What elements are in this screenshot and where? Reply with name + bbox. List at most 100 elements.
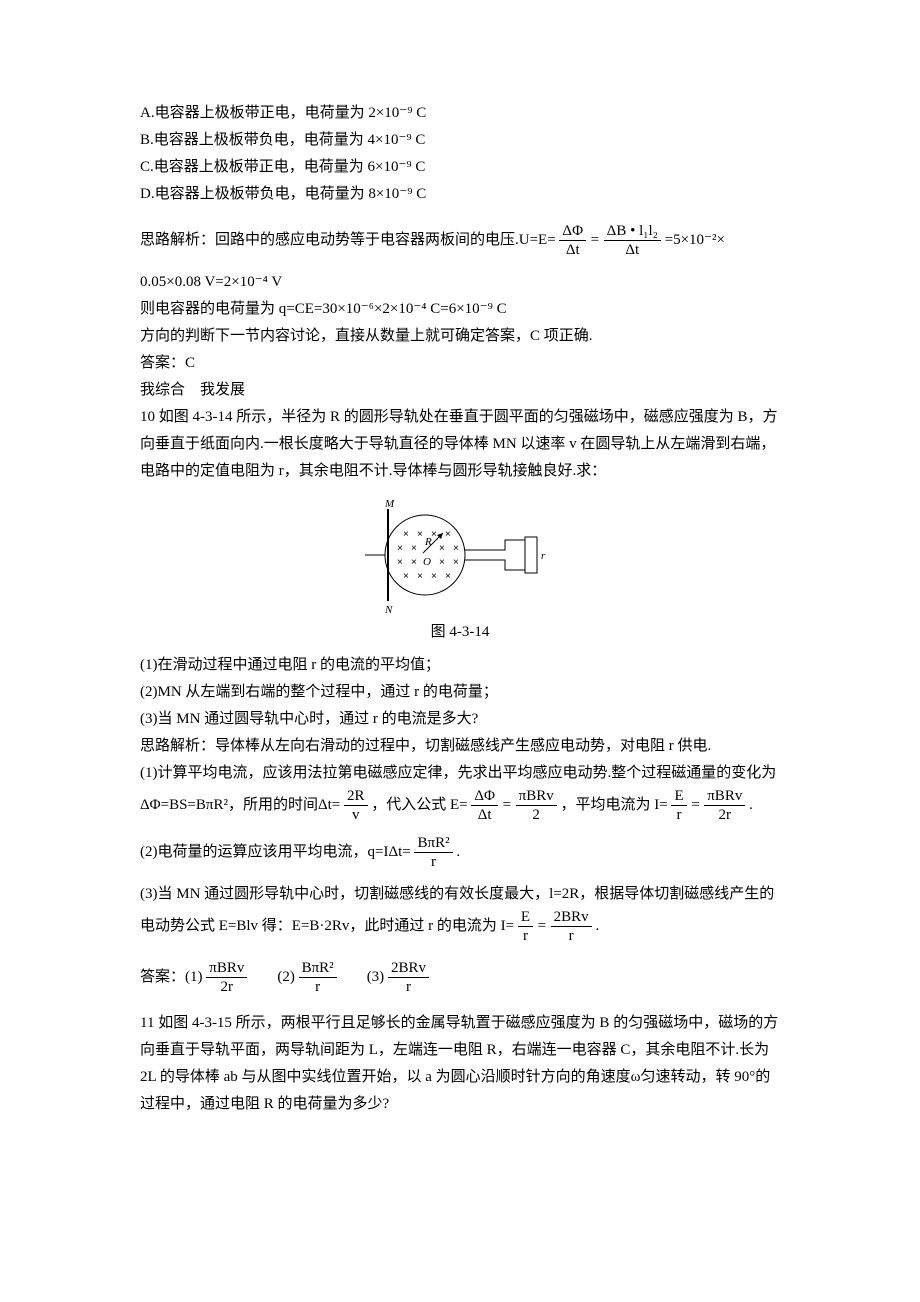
frac-i2: πBRv 2r — [704, 787, 745, 824]
option-a: A.电容器上极板带正电，电荷量为 2×10⁻⁹ C — [140, 100, 780, 127]
ans-block-1: 答案：(1) πBRv 2r — [140, 959, 247, 996]
svg-text:×: × — [431, 529, 437, 540]
frac-e1: ΔΦ Δt — [471, 787, 498, 824]
frac-ans1: πBRv 2r — [206, 959, 247, 996]
frac-e2: πBRv 2 — [516, 787, 557, 824]
frac-num: 2BRv — [388, 959, 429, 978]
frac-num: 2BRv — [551, 908, 592, 927]
svg-text:×: × — [439, 557, 445, 568]
frac-num: πBRv — [704, 787, 745, 806]
answer-c: 答案：C — [140, 350, 780, 377]
frac-den: 2r — [704, 806, 745, 824]
period-2: . — [456, 844, 460, 860]
period-3: . — [595, 918, 599, 934]
frac-den: Δt — [559, 241, 586, 259]
frac-p3-i2: 2BRv r — [551, 908, 592, 945]
svg-text:×: × — [411, 557, 417, 568]
frac-num: πBRv — [516, 787, 557, 806]
q10-sol-p2: (2)电荷量的运算应该用平均电流，q=IΔt= BπR² r . — [140, 834, 780, 871]
equals-3: = — [690, 797, 704, 813]
svg-text:×: × — [403, 529, 409, 540]
svg-text:×: × — [453, 557, 459, 568]
svg-text:×: × — [397, 557, 403, 568]
frac-q: BπR² r — [414, 834, 452, 871]
q10-sub2: (2)MN 从左端到右端的整个过程中，通过 r 的电荷量； — [140, 679, 780, 706]
calc-line-2: 则电容器的电荷量为 q=CE=30×10⁻⁶×2×10⁻⁴ C=6×10⁻⁹ C — [140, 296, 780, 323]
frac-2r-v: 2R v — [344, 787, 368, 824]
q10-sub3: (3)当 MN 通过圆导轨中心时，通过 r 的电流是多大? — [140, 706, 780, 733]
svg-text:×: × — [453, 543, 459, 554]
svg-text:O: O — [423, 556, 431, 568]
svg-text:×: × — [417, 529, 423, 540]
frac-i1: E r — [671, 787, 686, 824]
svg-text:r: r — [541, 550, 546, 562]
option-c: C.电容器上极板带正电，电荷量为 6×10⁻⁹ C — [140, 154, 780, 181]
frac-den: r — [299, 978, 337, 996]
q10-sol-p1b: ，代入公式 E= — [371, 797, 467, 813]
q10-sol-p1: (1)计算平均电流，应该用法拉第电磁感应定律，先求出平均感应电动势.整个过程磁通… — [140, 760, 780, 824]
svg-text:N: N — [384, 604, 393, 615]
svg-text:×: × — [439, 543, 445, 554]
q11-text: 11 如图 4-3-15 所示，两根平行且足够长的金属导轨置于磁感应强度为 B … — [140, 1010, 780, 1118]
period-1: . — [749, 797, 753, 813]
q10-sol-lead: 思路解析：导体棒从左向右滑动的过程中，切割磁感线产生感应电动势，对电阻 r 供电… — [140, 733, 780, 760]
frac-den: r — [551, 927, 592, 945]
frac-den: r — [671, 806, 686, 824]
ans2-label: (2) — [277, 969, 295, 985]
svg-text:×: × — [411, 543, 417, 554]
solution-lead: 思路解析：回路中的感应电动势等于电容器两板间的电压.U=E= ΔΦ Δt = Δ… — [140, 222, 780, 259]
frac-db-l1l2-dt: ΔB • l₁l₂ Δt — [604, 222, 661, 259]
solution-lead-text: 思路解析：回路中的感应电动势等于电容器两板间的电压.U=E= — [140, 232, 556, 248]
frac-den: v — [344, 806, 368, 824]
frac-den: Δt — [604, 241, 661, 259]
frac-num: BπR² — [299, 959, 337, 978]
svg-text:×: × — [445, 529, 451, 540]
equals-2: = — [502, 797, 516, 813]
frac-num: E — [671, 787, 686, 806]
frac-num: BπR² — [414, 834, 452, 853]
frac-num: 2R — [344, 787, 368, 806]
svg-text:×: × — [403, 571, 409, 582]
svg-text:×: × — [431, 571, 437, 582]
q10-sol-p1c: ，平均电流为 I= — [560, 797, 667, 813]
circuit-diagram-icon: M N R O ×××× ×××× ×××× ×××× r — [355, 495, 565, 615]
frac-den: Δt — [471, 806, 498, 824]
frac-ans3: 2BRv r — [388, 959, 429, 996]
ans-label: 答案：(1) — [140, 969, 203, 985]
calc-line-3: 方向的判断下一节内容讨论，直接从数量上就可确定答案，C 项正确. — [140, 323, 780, 350]
frac-den: 2r — [206, 978, 247, 996]
q10-answers: 答案：(1) πBRv 2r (2) BπR² r (3) 2BRv r — [140, 959, 780, 996]
page: A.电容器上极板带正电，电荷量为 2×10⁻⁹ C B.电容器上极板带负电，电荷… — [0, 0, 920, 1302]
frac-ans2: BπR² r — [299, 959, 337, 996]
svg-text:×: × — [417, 571, 423, 582]
svg-text:M: M — [384, 498, 395, 510]
frac-num: ΔB • l₁l₂ — [604, 222, 661, 241]
frac-dphi-dt: ΔΦ Δt — [559, 222, 586, 259]
figure-caption: 图 4-3-14 — [140, 619, 780, 646]
option-b: B.电容器上极板带负电，电荷量为 4×10⁻⁹ C — [140, 127, 780, 154]
q10-sol-p2a: (2)电荷量的运算应该用平均电流，q=IΔt= — [140, 844, 411, 860]
q10-sub1: (1)在滑动过程中通过电阻 r 的电流的平均值； — [140, 652, 780, 679]
ans-block-2: (2) BπR² r — [277, 959, 336, 996]
ans3-label: (3) — [367, 969, 385, 985]
equals-4: = — [537, 918, 551, 934]
section-header: 我综合 我发展 — [140, 377, 780, 404]
calc-line-1: 0.05×0.08 V=2×10⁻⁴ V — [140, 269, 780, 296]
svg-text:×: × — [397, 543, 403, 554]
solution-tail: =5×10⁻²× — [665, 232, 725, 248]
frac-num: ΔΦ — [471, 787, 498, 806]
equals-1: = — [590, 232, 604, 248]
frac-num: πBRv — [206, 959, 247, 978]
option-d: D.电容器上极板带负电，电荷量为 8×10⁻⁹ C — [140, 181, 780, 208]
frac-num: ΔΦ — [559, 222, 586, 241]
figure-4-3-14: M N R O ×××× ×××× ×××× ×××× r — [140, 495, 780, 615]
svg-text:×: × — [445, 571, 451, 582]
q10-sol-p3: (3)当 MN 通过圆形导轨中心时，切割磁感线的有效长度最大，l=2R，根据导体… — [140, 881, 780, 945]
frac-p3-i1: E r — [518, 908, 533, 945]
ans-block-3: (3) 2BRv r — [367, 959, 429, 996]
q10-sol-p3a: (3)当 MN 通过圆形导轨中心时，切割磁感线的有效长度最大，l=2R，根据导体… — [140, 886, 774, 934]
frac-den: r — [518, 927, 533, 945]
frac-den: 2 — [516, 806, 557, 824]
q10-text: 10 如图 4-3-14 所示，半径为 R 的圆形导轨处在垂直于圆平面的匀强磁场… — [140, 404, 780, 485]
frac-den: r — [388, 978, 429, 996]
